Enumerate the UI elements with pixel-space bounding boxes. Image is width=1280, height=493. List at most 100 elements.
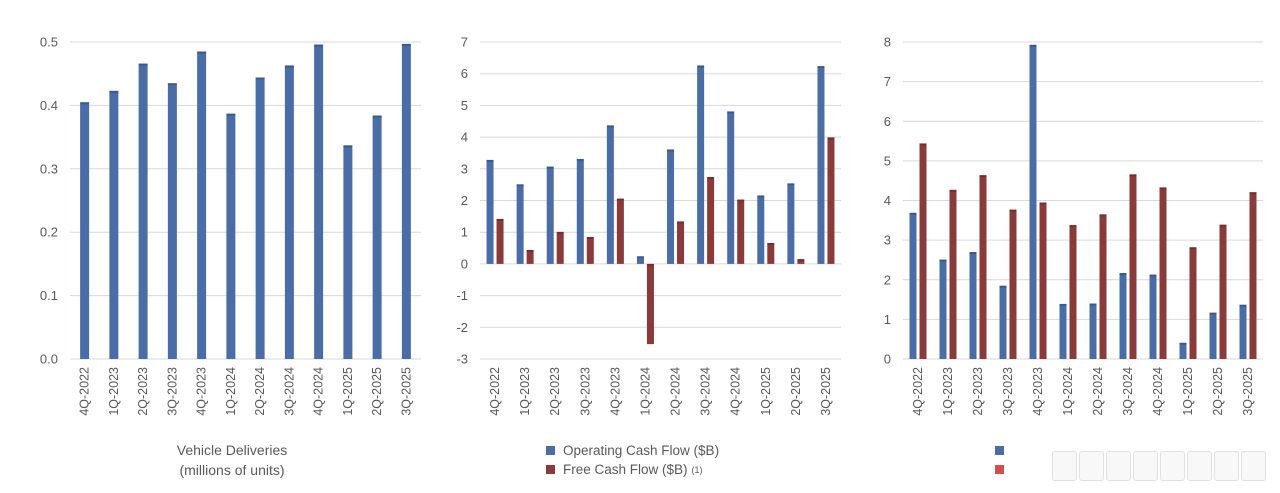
x-tick-label: 3Q-2024	[282, 367, 296, 416]
bar	[1029, 44, 1037, 360]
chart-3: 0 1 2 3 4 5 6 7 8 4Q-2022 1Q-2023 2Q-2023 3Q-2023 4Q-…	[884, 35, 1263, 416]
x-tick-label: 1Q-2024	[1061, 367, 1075, 416]
y-tick-label: 0.1	[40, 288, 58, 303]
x-tick-label: 4Q-2022	[488, 367, 502, 416]
bar	[486, 159, 494, 264]
bar	[1189, 247, 1197, 359]
bar	[516, 184, 524, 264]
bar	[1069, 225, 1077, 359]
y-tick-label: 2	[461, 193, 468, 208]
y-tick-label: 7	[461, 35, 468, 50]
bar-cap	[1149, 274, 1157, 277]
y-tick-label: -3	[456, 352, 468, 367]
x-tick-label: 1Q-2025	[759, 367, 773, 416]
y-tick-label: 6	[884, 114, 891, 129]
chart-1: 0.0 0.1 0.2 0.3 0.4 0.5 4Q-2022 1Q-2023 2Q-2023 3…	[40, 35, 421, 416]
y-tick-label: 8	[884, 35, 891, 50]
bar-cap	[80, 102, 90, 105]
bar-cap	[167, 83, 177, 86]
bar	[767, 242, 775, 264]
bar-cap	[284, 65, 294, 68]
bar-cap	[546, 166, 554, 169]
bar-cap	[1059, 303, 1067, 306]
bar	[999, 285, 1007, 359]
bar	[80, 102, 90, 359]
chart3-legend	[995, 441, 1012, 479]
y-tick-label: 4	[884, 193, 891, 208]
y-tick-label: 0.2	[40, 225, 58, 240]
chart1-caption-line1: Vehicle Deliveries	[176, 442, 288, 458]
y-tick-label: 0	[884, 352, 891, 367]
bar	[737, 199, 745, 264]
bar	[1249, 192, 1257, 359]
bar	[707, 177, 715, 264]
bar-cap	[1009, 209, 1017, 212]
y-tick-label: 5	[461, 98, 468, 113]
bar	[646, 263, 654, 345]
bar-cap	[757, 195, 765, 198]
bar-cap	[817, 66, 825, 69]
bar	[969, 252, 977, 359]
bar-cap	[343, 145, 353, 148]
bar	[827, 137, 835, 264]
legend-item-operating-cash-flow: Operating Cash Flow ($B)	[546, 441, 719, 460]
chart2-legend: Operating Cash Flow ($B) Free Cash Flow …	[546, 441, 719, 479]
bar	[109, 90, 119, 360]
bar-cap	[586, 236, 594, 239]
bar	[526, 249, 534, 264]
bar	[1159, 187, 1167, 359]
bar	[1209, 312, 1217, 359]
bar-cap	[255, 77, 265, 80]
x-tick-label: 4Q-2022	[911, 367, 925, 416]
y-tick-label: 2	[884, 272, 891, 287]
bar-cap	[556, 231, 564, 234]
y-tick-label: 6	[461, 66, 468, 81]
bar	[372, 115, 382, 359]
bar	[496, 218, 504, 264]
bar	[586, 236, 594, 264]
chart3-legend-swatch-red	[995, 465, 1004, 474]
bar-cap	[667, 149, 675, 152]
bar	[576, 158, 584, 264]
bar-cap	[909, 212, 917, 215]
bar-cap	[496, 218, 504, 221]
x-tick-label: 4Q-2022	[78, 367, 92, 416]
bar	[167, 83, 177, 360]
bar-cap	[1239, 304, 1247, 307]
bar	[909, 212, 917, 359]
chart3-legend-item-blue	[995, 441, 1012, 460]
y-tick-label: 0.5	[40, 35, 58, 50]
x-tick-label: 1Q-2025	[1181, 367, 1195, 416]
chart1-caption: Vehicle Deliveries (millions of units)	[132, 440, 332, 480]
y-tick-label: 0	[461, 256, 468, 271]
bar	[1059, 303, 1067, 359]
x-tick-label: 2Q-2023	[548, 367, 562, 416]
bar	[636, 256, 644, 264]
legend-item-free-cash-flow: Free Cash Flow ($B) (1)	[546, 460, 719, 479]
x-tick-label: 1Q-2024	[224, 367, 238, 416]
bar-cap	[1039, 202, 1047, 205]
x-tick-label: 4Q-2023	[1031, 367, 1045, 416]
bar-cap	[827, 137, 835, 140]
bar	[949, 189, 957, 359]
bar-cap	[737, 199, 745, 202]
bar	[1239, 304, 1247, 359]
x-tick-label: 1Q-2023	[941, 367, 955, 416]
y-tick-label: -2	[456, 320, 468, 335]
bar-cap	[677, 221, 685, 224]
x-tick-label: 2Q-2023	[136, 367, 150, 416]
x-tick-label: 1Q-2025	[341, 367, 355, 416]
bar	[314, 44, 324, 359]
x-tick-label: 2Q-2025	[370, 367, 384, 416]
bar-cap	[979, 175, 987, 178]
bar-cap	[1159, 187, 1167, 190]
legend-label-operating-cash-flow: Operating Cash Flow ($B)	[563, 442, 720, 458]
bar	[1039, 202, 1047, 359]
legend-swatch-red	[546, 465, 555, 474]
bar	[556, 231, 564, 264]
y-tick-label: -1	[456, 288, 468, 303]
bar	[255, 77, 265, 359]
bar-cap	[767, 242, 775, 245]
bar-cap	[401, 43, 411, 46]
